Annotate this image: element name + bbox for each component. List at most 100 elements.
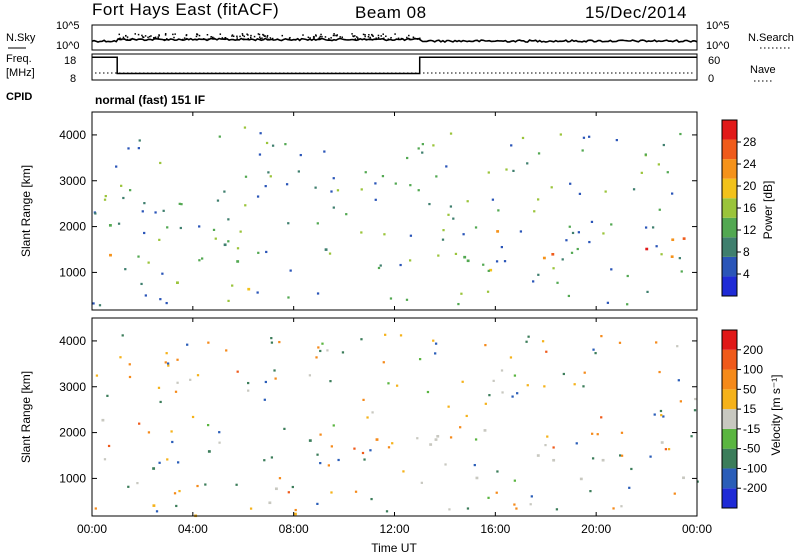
noise-point bbox=[163, 38, 166, 41]
velocity-cell bbox=[484, 344, 487, 347]
power-cell bbox=[489, 268, 493, 272]
freq-trace bbox=[92, 56, 697, 75]
noise-point bbox=[144, 35, 147, 37]
velocity-cell bbox=[157, 386, 161, 389]
noise-point bbox=[174, 33, 176, 35]
velocity-cell bbox=[682, 476, 685, 480]
velocity-cell bbox=[434, 342, 438, 345]
velocity-cell bbox=[592, 348, 595, 351]
colorbar-tick-label: 8 bbox=[743, 245, 750, 259]
velocity-cell bbox=[573, 383, 576, 386]
velocity-cell bbox=[103, 458, 107, 461]
noise-point bbox=[357, 37, 359, 39]
power-cell bbox=[445, 165, 448, 168]
colorbar-swatch bbox=[722, 237, 737, 257]
noise-point bbox=[380, 35, 382, 37]
velocity-cell bbox=[562, 372, 565, 376]
colorbar-swatch bbox=[722, 428, 737, 449]
power-cell bbox=[626, 303, 629, 306]
power-cell bbox=[626, 274, 629, 278]
noise-point bbox=[387, 38, 390, 40]
power-cell bbox=[256, 195, 260, 198]
velocity-cell bbox=[274, 487, 278, 491]
velocity-cell bbox=[189, 378, 192, 381]
noise-point bbox=[126, 36, 129, 38]
noise-point bbox=[231, 34, 234, 36]
velocity-panel-frame bbox=[91, 317, 698, 517]
power-cell bbox=[496, 230, 500, 233]
power-cell bbox=[452, 217, 455, 220]
power-cell bbox=[109, 253, 112, 257]
noise-point bbox=[154, 36, 157, 39]
velocity-cell bbox=[263, 398, 266, 401]
nave-tick-bottom: 0 bbox=[708, 73, 714, 85]
power-cell bbox=[104, 194, 107, 198]
velocity-cell bbox=[516, 392, 519, 395]
power-scatter bbox=[92, 126, 686, 307]
velocity-cell bbox=[170, 430, 173, 433]
power-cell bbox=[128, 189, 132, 192]
power-cell bbox=[526, 162, 529, 165]
power-cell bbox=[394, 182, 397, 185]
velocity-cell bbox=[270, 341, 274, 344]
noise-point bbox=[333, 33, 335, 35]
power-cell bbox=[682, 237, 686, 240]
noise-point bbox=[336, 34, 338, 36]
power-cell bbox=[345, 213, 348, 216]
noise-point bbox=[371, 34, 374, 37]
power-cell bbox=[521, 136, 525, 140]
noise-point bbox=[307, 36, 310, 39]
velocity-cell bbox=[496, 470, 499, 473]
velocity-cell bbox=[283, 427, 286, 430]
velocity-cell bbox=[659, 409, 663, 413]
velocity-cell bbox=[399, 334, 403, 337]
noise-point bbox=[286, 38, 288, 41]
power-cell bbox=[377, 266, 381, 270]
power-colorbar: 28 24 20 16 12 8 4 bbox=[721, 119, 757, 297]
power-cell bbox=[117, 222, 121, 225]
radar-title: Fort Hays East (fitACF) bbox=[92, 0, 279, 19]
power-cell bbox=[216, 199, 220, 202]
power-cell bbox=[577, 231, 581, 234]
colorbar-tick-label: -50 bbox=[743, 442, 761, 456]
noise-point bbox=[222, 38, 225, 40]
time-axis: 00:00 04:00 08:00 12:00 16:00 20:00 00:00 bbox=[77, 112, 712, 536]
noise-point bbox=[354, 38, 357, 40]
power-cell bbox=[198, 225, 201, 228]
velocity-cell bbox=[319, 349, 322, 353]
velocity-cell bbox=[418, 358, 422, 361]
power-panel-frame bbox=[91, 111, 698, 311]
velocity-cell bbox=[591, 432, 594, 435]
power-cell bbox=[542, 256, 546, 260]
power-cell bbox=[94, 212, 97, 215]
velocity-cell bbox=[693, 409, 697, 412]
noise-point bbox=[406, 36, 408, 39]
velocity-cell bbox=[278, 477, 282, 480]
noise-point bbox=[383, 37, 385, 40]
noise-point bbox=[206, 33, 209, 36]
velocity-cell bbox=[370, 497, 373, 501]
power-cell bbox=[198, 259, 201, 262]
power-cell bbox=[417, 147, 420, 150]
noise-point bbox=[123, 38, 125, 40]
power-cell bbox=[505, 168, 508, 171]
power-cell bbox=[666, 171, 669, 174]
velocity-cell bbox=[544, 443, 547, 447]
velocity-colorbar: 200 100 50 15 -15 -50 -100 -200 bbox=[721, 329, 767, 509]
time-tick-label: 16:00 bbox=[480, 522, 510, 536]
velocity-cell bbox=[495, 491, 498, 494]
velocity-cell bbox=[385, 510, 389, 513]
noise-point bbox=[158, 34, 160, 37]
noise-point bbox=[271, 37, 274, 40]
velocity-cell bbox=[434, 352, 437, 355]
power-cell bbox=[244, 204, 247, 207]
noise-point bbox=[408, 38, 411, 41]
noise-point bbox=[219, 33, 222, 35]
power-cell bbox=[657, 163, 660, 166]
noise-point bbox=[281, 34, 284, 37]
power-cell bbox=[140, 282, 143, 286]
noise-point bbox=[210, 35, 212, 38]
velocity-cell bbox=[630, 467, 633, 471]
velocity-cell bbox=[429, 443, 433, 446]
velocity-cell bbox=[436, 434, 440, 438]
